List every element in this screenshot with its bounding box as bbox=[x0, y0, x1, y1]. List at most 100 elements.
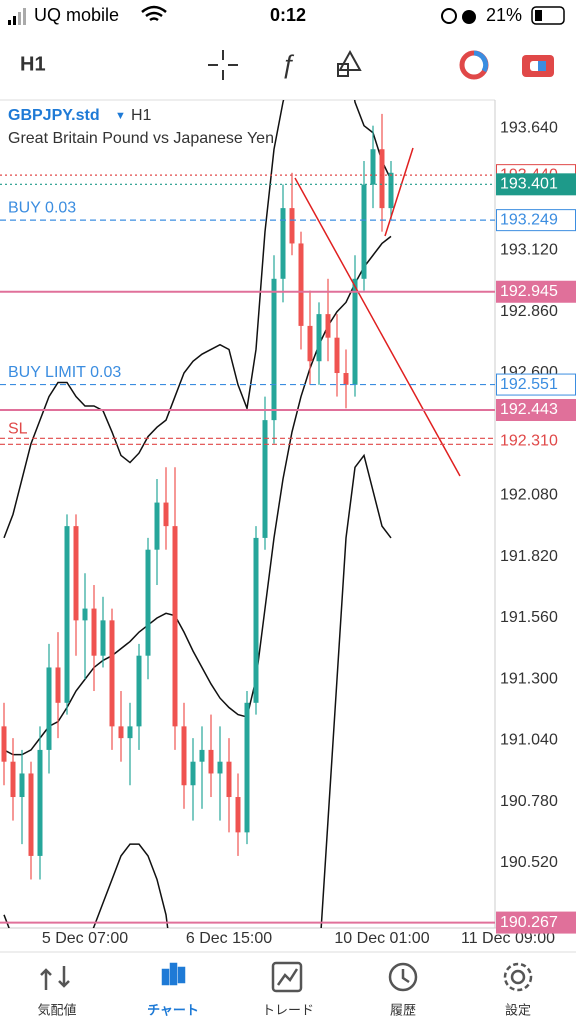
y-tick-label: 192.860 bbox=[500, 303, 558, 320]
tab-label[interactable]: トレード bbox=[262, 1002, 314, 1017]
timeframe-button[interactable]: H1 bbox=[20, 53, 46, 75]
candle-body bbox=[325, 314, 331, 338]
price-axis: 193.640193.120192.860192.600192.080191.8… bbox=[500, 119, 558, 871]
y-tick-label: 191.820 bbox=[500, 548, 558, 565]
candle-body bbox=[28, 773, 34, 856]
candle-body bbox=[352, 278, 358, 385]
candle-body bbox=[100, 620, 106, 656]
level-box bbox=[496, 173, 576, 196]
candle-body bbox=[361, 184, 367, 279]
level-box bbox=[496, 280, 576, 303]
candle-body bbox=[91, 608, 97, 656]
x-tick-label: 11 Dec 09:00 bbox=[461, 930, 555, 947]
level-text: BUY LIMIT 0.03 bbox=[8, 364, 121, 381]
candle-body bbox=[253, 537, 259, 703]
level-text: SL bbox=[8, 421, 28, 438]
tab-label[interactable]: 履歴 bbox=[390, 1002, 416, 1017]
band-line bbox=[3, 100, 392, 539]
candle-body bbox=[262, 420, 268, 538]
crosshair-button[interactable] bbox=[208, 50, 238, 80]
trend-lines bbox=[294, 147, 461, 477]
candle-body bbox=[109, 620, 115, 727]
candle-body bbox=[199, 749, 205, 762]
level-price: 190.267 bbox=[500, 914, 558, 931]
y-tick-label: 192.080 bbox=[500, 487, 558, 504]
tab-icons bbox=[40, 961, 533, 993]
candle-body bbox=[163, 502, 169, 527]
symbol[interactable]: GBPJPY.std bbox=[8, 107, 100, 124]
candle-body bbox=[37, 749, 43, 856]
candle-body bbox=[55, 667, 61, 703]
candle-body bbox=[244, 702, 250, 833]
candle-body bbox=[370, 149, 376, 185]
candle-body bbox=[190, 761, 196, 786]
clock: 0:12 bbox=[270, 5, 306, 25]
oneclick-button[interactable] bbox=[522, 55, 554, 77]
indicators-button[interactable]: ƒ bbox=[281, 49, 295, 79]
battery-level: 21% bbox=[486, 5, 522, 25]
candle-body bbox=[217, 761, 223, 774]
y-tick-label: 193.120 bbox=[500, 242, 558, 259]
y-tick-label: 193.640 bbox=[500, 119, 558, 136]
candle-body bbox=[127, 726, 133, 739]
candle-body bbox=[334, 337, 340, 374]
candle-body bbox=[181, 726, 187, 786]
candle-body bbox=[226, 761, 232, 798]
level-price: 192.310 bbox=[500, 433, 558, 450]
x-tick-label: 10 Dec 01:00 bbox=[334, 930, 429, 947]
level-price: 192.945 bbox=[500, 283, 558, 300]
plot-area bbox=[1, 100, 394, 928]
band-line bbox=[3, 235, 392, 756]
level-price: 193.401 bbox=[500, 176, 558, 193]
candle-body bbox=[289, 208, 295, 244]
candle-body bbox=[379, 149, 385, 209]
candle-body bbox=[316, 314, 322, 362]
y-tick-label: 191.560 bbox=[500, 609, 558, 626]
symbol-description: Great Britain Pound vs Japanese Yen bbox=[8, 130, 274, 147]
level-price: 192.443 bbox=[500, 401, 558, 418]
candle-body bbox=[19, 773, 25, 798]
candle-body bbox=[343, 373, 349, 385]
candle-body bbox=[73, 526, 79, 621]
candle-body bbox=[388, 172, 394, 209]
candle-body bbox=[136, 655, 142, 727]
candle-body bbox=[82, 608, 88, 621]
toolbar: H1 ƒ bbox=[20, 49, 554, 80]
candle-body bbox=[118, 726, 124, 739]
carrier: UQ mobile bbox=[34, 5, 119, 25]
symbol-marker[interactable]: ▼ bbox=[115, 110, 126, 122]
candle-body bbox=[298, 243, 304, 326]
candle-body bbox=[208, 749, 214, 774]
candle-body bbox=[235, 797, 241, 833]
candle-body bbox=[307, 325, 313, 362]
candle-body bbox=[10, 761, 16, 798]
band-line bbox=[3, 453, 392, 928]
candle-body bbox=[154, 502, 160, 550]
objects-button[interactable] bbox=[337, 49, 362, 77]
tab-label[interactable]: 気配値 bbox=[37, 1002, 76, 1017]
level-box bbox=[496, 398, 576, 421]
candle-body bbox=[280, 208, 286, 279]
level-price: 193.249 bbox=[500, 211, 558, 228]
tab-label[interactable]: チャート bbox=[147, 1002, 199, 1017]
level-price: 192.551 bbox=[500, 376, 558, 393]
level-text: BUY 0.03 bbox=[8, 199, 76, 216]
candle-body bbox=[46, 667, 52, 750]
y-tick-label: 190.520 bbox=[500, 854, 558, 871]
candle-body bbox=[271, 278, 277, 421]
candle-body bbox=[145, 549, 151, 656]
status-bar: UQ mobile 0:12 21% bbox=[8, 5, 565, 25]
y-tick-label: 190.780 bbox=[500, 793, 558, 810]
level-box bbox=[496, 911, 576, 934]
candle-body bbox=[1, 726, 7, 762]
chart-timeframe: H1 bbox=[131, 107, 152, 124]
x-tick-label: 6 Dec 15:00 bbox=[186, 930, 272, 947]
trade-button[interactable] bbox=[459, 50, 489, 80]
candle-body bbox=[64, 526, 70, 703]
tab-label[interactable]: 設定 bbox=[505, 1002, 531, 1017]
candle-body bbox=[172, 526, 178, 727]
x-tick-label: 5 Dec 07:00 bbox=[42, 930, 128, 947]
y-tick-label: 191.040 bbox=[500, 732, 558, 749]
